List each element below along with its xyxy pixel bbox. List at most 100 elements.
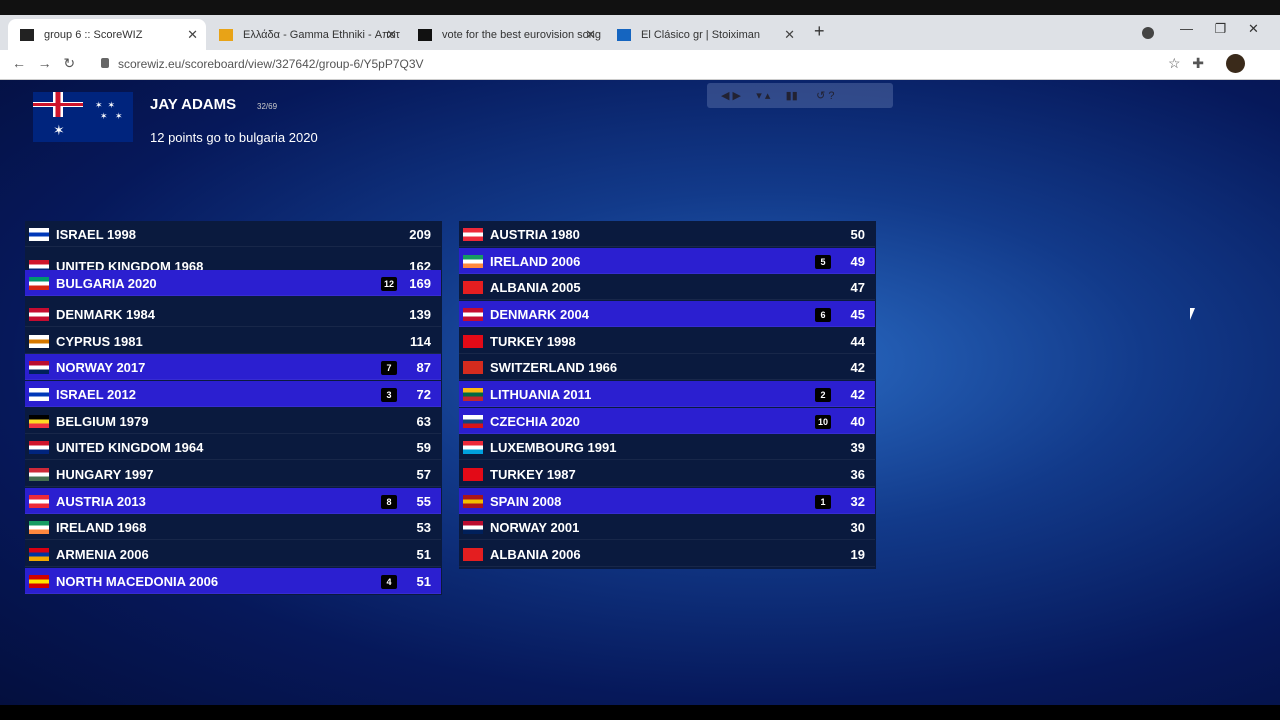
tab-title: group 6 :: ScoreWIZ (44, 29, 143, 41)
scoreboard-row: DENMARK 2004 6 45 (459, 301, 875, 327)
scoreboard-row: NORTH MACEDONIA 2006 4 51 (25, 567, 441, 594)
country-flag (29, 308, 49, 321)
country-flag (463, 441, 483, 455)
country-flag (463, 414, 483, 428)
entry-score: 30 (850, 520, 865, 536)
points-badge: 8 (381, 494, 397, 509)
browser-tab[interactable]: vote for the best eurovision song ✕ (406, 19, 604, 50)
new-tab[interactable]: + (814, 21, 825, 41)
scoreboard-row: SWITZERLAND 1966 42 (459, 354, 875, 381)
scoreboard-row: ISRAEL 2012 3 72 (25, 381, 441, 408)
entry-score: 55 (416, 493, 431, 509)
entry-name: NORWAY 2001 (490, 520, 580, 536)
country-flag (463, 521, 483, 535)
tab-bar: + — ❐ ✕ group 6 :: ScoreWIZ ✕ Ελλάδα - Gam… (0, 15, 1280, 50)
top-bezel (0, 0, 1280, 15)
entry-score: 39 (850, 440, 865, 456)
entry-name: CZECHIA 2020 (490, 413, 580, 429)
scoreboard-row: LUXEMBOURG 1991 39 (459, 434, 875, 461)
entry-score: 51 (416, 573, 431, 589)
country-flag (29, 388, 49, 402)
entry-name: ALBANIA 2006 (490, 547, 581, 563)
scoreboard-row: ALBANIA 2006 19 (459, 541, 875, 568)
voter-progress: 32/69 (257, 102, 278, 111)
country-flag (463, 388, 483, 402)
entry-name: LITHUANIA 2011 (490, 387, 592, 403)
scoreboard: ISRAEL 1998 209 UNITED KINGDOM 1968 162 BULG… (0, 80, 1280, 705)
tab-title: El Clásico gr | Stoiximan (641, 29, 761, 41)
entry-name: IRELAND 2006 (490, 253, 581, 269)
voter-message: 12 points go to bulgaria 2020 (150, 130, 318, 145)
scoreboard-row: NORWAY 2017 7 87 (25, 354, 441, 381)
country-flag (29, 259, 49, 273)
entry-name: HUNGARY 1997 (56, 467, 154, 483)
scoreboard-row: TURKEY 1987 36 (459, 461, 875, 488)
entry-name: ALBANIA 2005 (490, 280, 581, 296)
entry-name: IRELAND 1968 (56, 520, 147, 536)
voter-flag: ✶ ✶ ✶ ✶ ✶ (33, 92, 133, 142)
country-flag (29, 548, 49, 562)
entry-score: 53 (416, 520, 431, 536)
browser-tab[interactable]: Ελλάδα - Gamma Ethniki - Αποτ ✕ (207, 19, 405, 50)
scoreboard-row: ARMENIA 2006 51 (25, 541, 441, 568)
tab-favicon (418, 29, 432, 41)
tab-title: Ελλάδα - Gamma Ethniki - Αποτ (243, 29, 400, 41)
scoreboard-row: CYPRUS 1981 114 (25, 327, 441, 354)
country-flag (29, 361, 49, 375)
entry-name: DENMARK 2004 (490, 307, 589, 322)
tab-favicon (20, 29, 34, 41)
entry-score: 44 (850, 333, 865, 349)
scoreboard-row: IRELAND 2006 5 49 (459, 247, 875, 274)
entry-score: 63 (416, 413, 431, 429)
entry-name: AUSTRIA 1980 (490, 227, 580, 242)
tab-title: vote for the best eurovision song (442, 29, 601, 41)
scoreboard-row: HUNGARY 1997 57 (25, 461, 441, 488)
tab-close[interactable]: ✕ (585, 27, 596, 42)
toolbar-icons[interactable]: ☆ ✚ (1168, 55, 1204, 71)
scoreboard-row: TURKEY 1998 44 (459, 327, 875, 354)
country-flag (463, 361, 483, 375)
tab-close[interactable]: ✕ (187, 27, 198, 42)
entry-score: 50 (850, 227, 865, 242)
scoreboard-row: AUSTRIA 1980 50 (459, 221, 875, 247)
points-badge: 4 (381, 574, 397, 589)
profile-menu[interactable] (1142, 27, 1154, 39)
scoreboard-row: NORWAY 2001 30 (459, 514, 875, 541)
browser-tab[interactable]: El Clásico gr | Stoiximan ✕ (605, 19, 803, 50)
points-badge: 10 (815, 414, 831, 429)
country-flag (463, 494, 483, 508)
entry-score: 57 (416, 467, 431, 483)
entry-name: UNITED KINGDOM 1964 (56, 440, 204, 456)
tab-favicon (617, 29, 631, 41)
entry-name: NORTH MACEDONIA 2006 (56, 573, 219, 589)
entry-score: 47 (850, 280, 865, 296)
window-controls[interactable]: — ❐ ✕ (1180, 21, 1259, 36)
mouse-cursor (1190, 308, 1195, 320)
points-badge: 2 (815, 388, 831, 403)
bottom-bezel (0, 705, 1280, 720)
playback-controls[interactable]: ◀ ▶ ▾ ▴ ▮▮ ↺ ? (707, 83, 893, 108)
country-flag (29, 277, 49, 290)
entry-name: AUSTRIA 2013 (56, 493, 146, 509)
entry-score: 139 (409, 307, 431, 322)
entry-score: 19 (850, 547, 865, 563)
avatar[interactable] (1226, 54, 1245, 73)
entry-score: 169 (409, 276, 431, 291)
scoreboard-row: ISRAEL 1998 209 (25, 221, 441, 247)
tab-close[interactable]: ✕ (386, 27, 397, 42)
scoreboard-row: CZECHIA 2020 10 40 (459, 407, 875, 434)
url[interactable]: scorewiz.eu/scoreboard/view/327642/group… (118, 57, 424, 71)
tab-close[interactable]: ✕ (784, 27, 795, 42)
points-badge: 1 (815, 494, 831, 509)
country-flag (463, 228, 483, 241)
entry-name: SPAIN 2008 (490, 493, 562, 509)
browser-tab[interactable]: group 6 :: ScoreWIZ ✕ (8, 19, 206, 50)
entry-name: TURKEY 1987 (490, 467, 576, 483)
entry-name: SWITZERLAND 1966 (490, 360, 618, 376)
entry-score: 51 (416, 547, 431, 563)
country-flag (29, 441, 49, 455)
nav-buttons[interactable]: ← → ↻ (12, 55, 76, 71)
entry-score: 72 (416, 387, 431, 403)
country-flag (29, 574, 49, 588)
